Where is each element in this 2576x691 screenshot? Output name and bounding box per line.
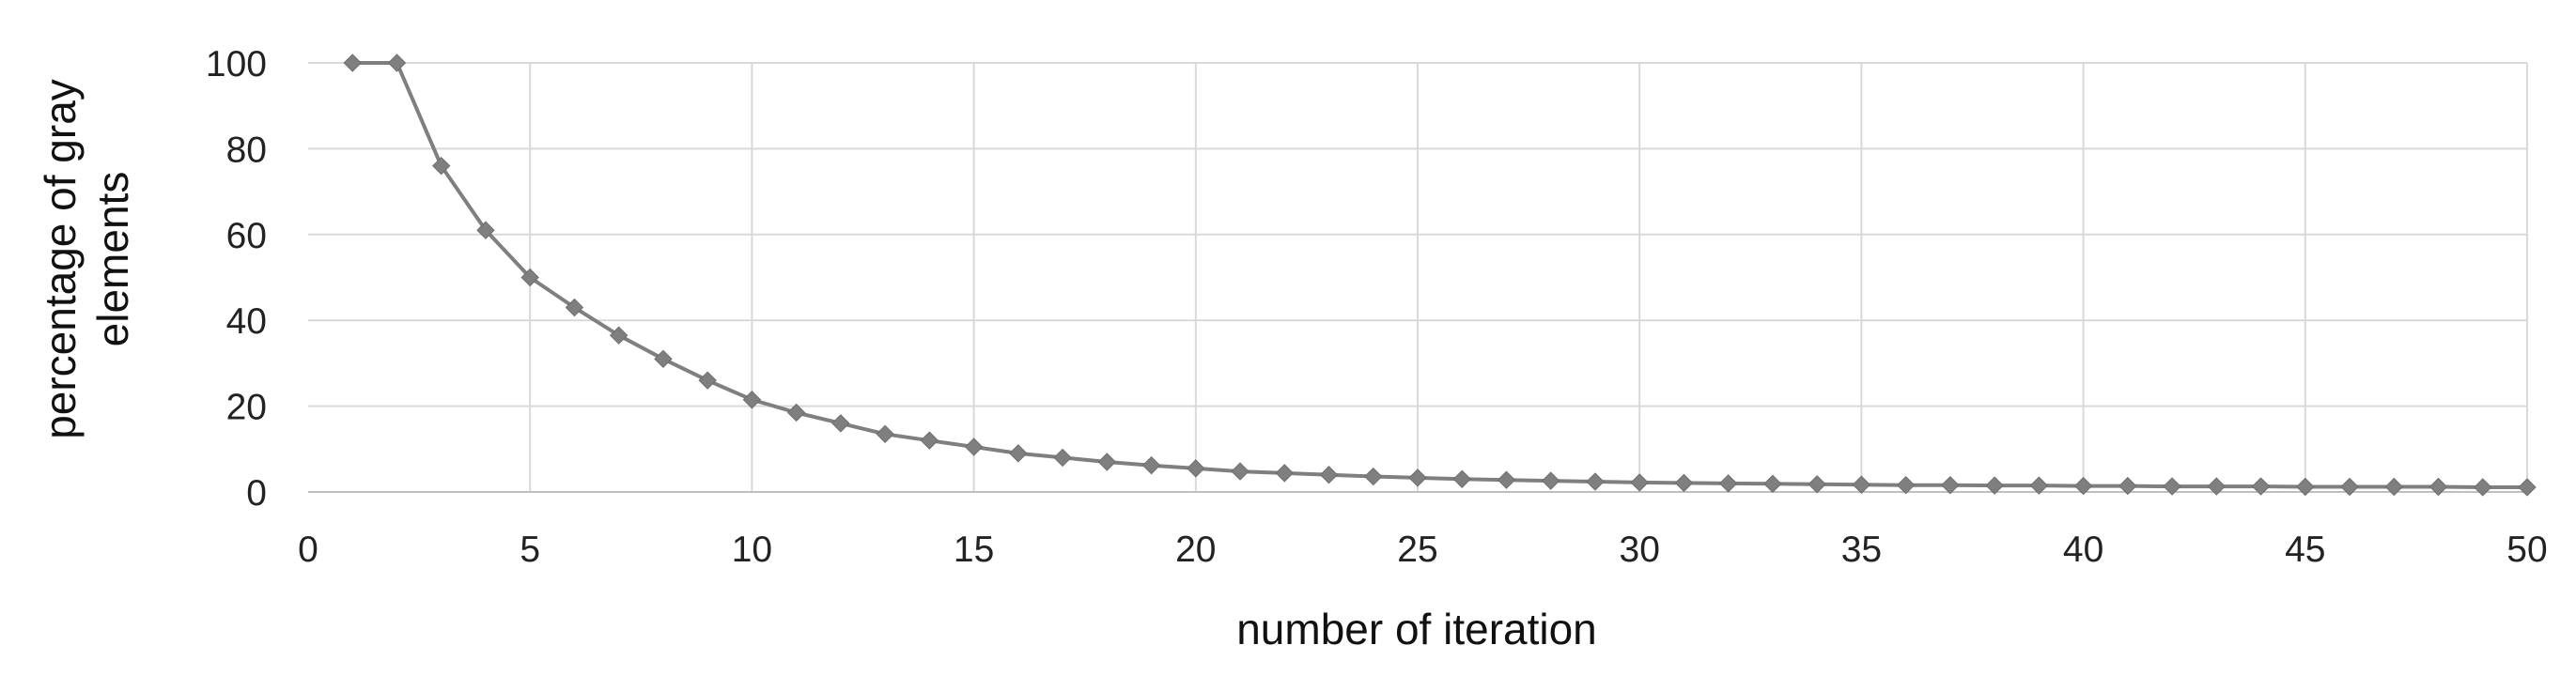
data-point-marker [831, 414, 850, 433]
data-point-marker [2384, 477, 2403, 497]
data-point-marker [1408, 468, 1427, 487]
x-tick-label: 15 [954, 530, 994, 570]
x-tick-label: 50 [2506, 530, 2547, 570]
x-axis-title: number of iteration [1236, 605, 1597, 653]
data-point-marker [786, 403, 806, 422]
y-tick-label: 20 [226, 388, 267, 428]
y-tick-label: 60 [226, 216, 267, 256]
data-point-marker [520, 268, 539, 287]
data-series [343, 54, 2537, 497]
data-point-marker [343, 54, 362, 72]
data-point-marker [1674, 473, 1694, 493]
x-tick-label: 40 [2063, 530, 2103, 570]
data-point-marker [609, 326, 628, 345]
data-point-marker [1009, 444, 1028, 463]
data-point-marker [2340, 477, 2359, 497]
data-point-marker [964, 438, 984, 456]
data-point-marker [565, 298, 584, 317]
data-point-marker [1763, 474, 1782, 494]
x-tick-labels: 0 5 10 15 20 25 30 35 40 45 50 [298, 530, 2548, 570]
y-axis-title-line-2: elements [88, 172, 137, 347]
data-point-marker [1852, 475, 1871, 494]
data-point-marker [387, 54, 407, 72]
data-point-marker [1275, 464, 1294, 483]
data-point-marker [920, 431, 939, 450]
data-point-marker [2474, 478, 2492, 497]
data-point-marker [1542, 471, 1560, 490]
x-tick-label: 30 [1620, 530, 1660, 570]
x-tick-label: 10 [732, 530, 772, 570]
data-point-marker [2429, 477, 2448, 497]
y-tick-label: 0 [246, 473, 267, 514]
data-point-marker [698, 371, 717, 390]
data-point-marker [1941, 475, 1960, 495]
data-point-marker [742, 391, 762, 409]
data-point-marker [2518, 478, 2537, 497]
data-point-marker [1141, 455, 1161, 475]
gridlines [308, 62, 2528, 492]
data-point-marker [1497, 470, 1516, 489]
data-point-marker [2251, 477, 2271, 496]
data-point-marker [876, 424, 894, 444]
x-tick-label: 35 [1841, 530, 1882, 570]
data-point-marker [1053, 448, 1072, 468]
data-point-marker [2163, 477, 2181, 496]
x-tick-label: 0 [298, 530, 318, 570]
data-point-marker [1630, 473, 1649, 492]
y-axis-title: percentage of gray elements [36, 79, 137, 439]
x-tick-label: 45 [2285, 530, 2325, 570]
y-axis-title-line-1: percentage of gray [36, 79, 85, 439]
y-tick-label: 80 [226, 130, 267, 170]
y-tick-label: 40 [226, 301, 267, 342]
data-point-marker [2296, 477, 2315, 497]
x-tick-label: 25 [1397, 530, 1437, 570]
data-point-marker [1452, 469, 1471, 488]
data-point-marker [432, 156, 451, 176]
data-point-marker [1319, 466, 1339, 484]
data-point-marker [2029, 476, 2049, 495]
x-tick-label: 5 [520, 530, 540, 570]
data-point-marker [2073, 476, 2093, 496]
data-point-marker [654, 349, 673, 369]
data-point-marker [1097, 453, 1117, 471]
data-point-marker [1231, 462, 1249, 481]
data-point-marker [476, 221, 495, 239]
data-point-marker [1896, 475, 1916, 495]
y-tick-labels: 0 20 40 60 80 100 [206, 44, 267, 514]
y-tick-label: 100 [206, 44, 267, 84]
x-tick-label: 20 [1175, 530, 1216, 570]
data-point-marker [1808, 475, 1826, 494]
series-line [352, 61, 2527, 489]
data-point-marker [1586, 472, 1605, 491]
data-point-marker [2207, 477, 2227, 496]
data-point-marker [1718, 474, 1738, 493]
data-point-marker [1187, 459, 1205, 478]
data-point-marker [1985, 476, 2004, 495]
data-point-marker [2118, 476, 2137, 496]
data-point-marker [1364, 467, 1383, 486]
